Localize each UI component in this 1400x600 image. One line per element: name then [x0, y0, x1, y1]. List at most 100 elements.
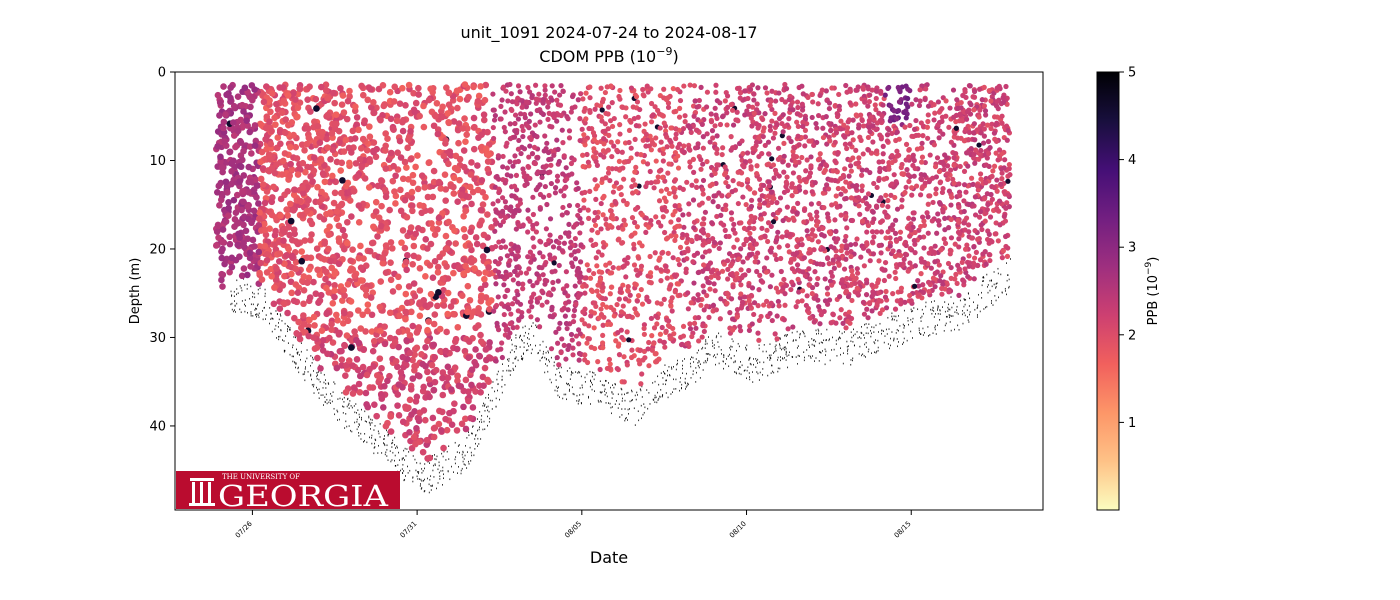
- bottom-point: [502, 370, 504, 372]
- cdom-point: [664, 134, 670, 140]
- cdom-point: [462, 138, 469, 146]
- bottom-point: [749, 378, 751, 381]
- cdom-point: [698, 302, 704, 308]
- cdom-point: [925, 103, 932, 109]
- bottom-point: [253, 292, 255, 295]
- bottom-point: [690, 377, 692, 379]
- cdom-point: [260, 220, 268, 228]
- bottom-point: [738, 372, 740, 375]
- bottom-point: [826, 339, 827, 341]
- cdom-point: [512, 120, 518, 127]
- bottom-point: [435, 458, 437, 461]
- bottom-point: [1008, 278, 1010, 281]
- cdom-point: [439, 374, 446, 382]
- cdom-point: [411, 366, 418, 374]
- bottom-point: [506, 369, 508, 372]
- bottom-point: [803, 332, 805, 335]
- bottom-point: [797, 354, 799, 357]
- bottom-point: [987, 291, 989, 294]
- bottom-point: [394, 443, 395, 446]
- bottom-point: [370, 428, 371, 430]
- bottom-point: [624, 399, 626, 402]
- bottom-point: [346, 405, 348, 408]
- bottom-point: [530, 352, 532, 355]
- bottom-point: [698, 349, 699, 352]
- cdom-point: [829, 273, 835, 279]
- cdom-point: [794, 99, 801, 105]
- cdom-point: [631, 116, 637, 122]
- bottom-point: [454, 441, 456, 444]
- bottom-point: [475, 434, 477, 436]
- bottom-point: [470, 460, 472, 462]
- bottom-point: [515, 357, 517, 360]
- bottom-point: [311, 383, 313, 386]
- bottom-point: [377, 430, 379, 433]
- cdom-point: [965, 222, 972, 228]
- bottom-point: [891, 312, 893, 315]
- cdom-point: [577, 279, 583, 285]
- bottom-point: [262, 310, 263, 312]
- bottom-point: [705, 353, 707, 355]
- bottom-point: [331, 400, 333, 403]
- bottom-point: [990, 279, 992, 282]
- cdom-point: [925, 112, 931, 118]
- cdom-point: [281, 150, 289, 157]
- bottom-point: [846, 345, 848, 348]
- cdom-point: [648, 119, 655, 125]
- bottom-point: [769, 343, 771, 345]
- cdom-point: [482, 294, 490, 301]
- cdom-point: [878, 195, 884, 201]
- cdom-point: [681, 143, 687, 149]
- cdom-point: [355, 254, 363, 262]
- cdom-point: [963, 215, 970, 221]
- bottom-point: [815, 340, 817, 343]
- cdom-point: [401, 158, 409, 166]
- bottom-point: [318, 388, 320, 391]
- bottom-point: [852, 357, 854, 360]
- bottom-point: [706, 342, 708, 345]
- bottom-point: [369, 422, 371, 425]
- cdom-point: [425, 159, 433, 167]
- bottom-point: [708, 353, 710, 355]
- bottom-point: [706, 359, 708, 362]
- cdom-point: [827, 231, 834, 237]
- bottom-point: [256, 315, 257, 318]
- bottom-point: [627, 419, 628, 421]
- cdom-point: [1002, 157, 1008, 163]
- bottom-point: [457, 445, 459, 447]
- cdom-point: [460, 270, 467, 277]
- cdom-point: [615, 225, 622, 231]
- bottom-point: [962, 309, 964, 312]
- cdom-point: [295, 284, 303, 291]
- bottom-point: [594, 390, 595, 392]
- cdom-point: [613, 338, 619, 344]
- bottom-point: [920, 333, 922, 335]
- cdom-point: [795, 299, 801, 305]
- bottom-point: [995, 299, 997, 302]
- bottom-point: [662, 377, 664, 379]
- cdom-point: [587, 188, 593, 194]
- cdom-point: [666, 190, 672, 197]
- cdom-point: [825, 186, 832, 192]
- cdom-point: [946, 124, 952, 130]
- cdom-point: [744, 177, 751, 183]
- bottom-point: [833, 348, 835, 351]
- cdom-point: [676, 261, 682, 268]
- bottom-point: [668, 366, 670, 368]
- bottom-point: [853, 334, 854, 337]
- cdom-point: [633, 123, 639, 129]
- cdom-point: [691, 225, 697, 231]
- bottom-point: [605, 379, 607, 382]
- cdom-point: [554, 173, 561, 179]
- bottom-point: [320, 394, 322, 397]
- cdom-point: [860, 123, 867, 129]
- cdom-point: [601, 193, 607, 199]
- cdom-point: [649, 140, 656, 146]
- cdom-point: [826, 260, 832, 267]
- cdom-point: [305, 134, 313, 142]
- cdom-point: [335, 235, 343, 242]
- bottom-point: [977, 304, 979, 307]
- bottom-point: [741, 364, 743, 367]
- cdom-point: [507, 136, 513, 142]
- cdom-point: [664, 275, 670, 281]
